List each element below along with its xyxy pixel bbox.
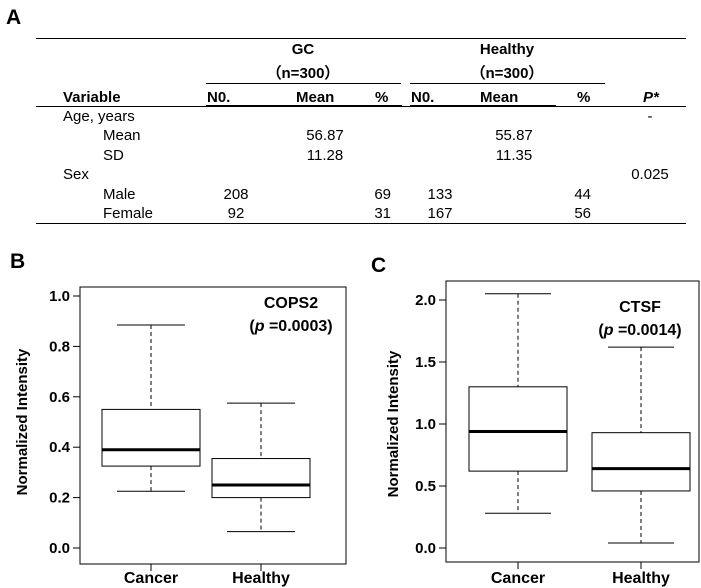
box-iqr: [211, 458, 311, 499]
table-cell-variable: SD: [103, 146, 124, 164]
box-iqr: [591, 432, 691, 492]
annotation-title: COPS2: [264, 295, 318, 312]
healthy-group-n: （n=300）: [470, 65, 544, 82]
x-tick-label: Healthy: [612, 570, 670, 587]
header-gc-pct: %: [375, 89, 389, 106]
table-cell-gc-mean: 11.28: [306, 146, 344, 164]
box-iqr: [101, 408, 201, 467]
header-p-value: P*: [643, 89, 659, 106]
table-cell-gc-no: 208: [223, 185, 249, 203]
header-gc-no: N0.: [207, 89, 231, 106]
y-tick-label: 0.2: [49, 490, 70, 507]
table-cell-p: -: [647, 108, 653, 125]
box-iqr: [468, 386, 568, 472]
y-axis-label: Normalized Intensity: [14, 348, 31, 495]
table-cell-h-no: 167: [427, 205, 453, 222]
annotation-p-value: (p =0.0014): [598, 322, 681, 339]
table-cell-gc-mean: 56.87: [306, 127, 344, 145]
table-cell-h-mean: 55.87: [495, 127, 533, 145]
table-bottom-rule: [36, 223, 686, 224]
panel-c-label: C: [371, 254, 387, 277]
table-top-rule: [36, 38, 686, 39]
chart-b: 0.0 0.2 0.4 0.6 0.8 1.0 Normalized Intensity Ca…: [14, 286, 347, 587]
header-subrule-gc: [206, 105, 402, 107]
panel-b-label: B: [10, 250, 26, 273]
header-h-mean: Mean: [480, 89, 519, 106]
y-tick-label: 0.8: [49, 338, 70, 355]
y-tick-label: 1.5: [415, 354, 436, 371]
y-tick-label: 0.5: [415, 478, 436, 495]
gc-group-rule: [206, 83, 401, 84]
healthy-group-rule: [410, 83, 605, 84]
table-cell-variable: Male: [103, 185, 136, 203]
y-tick-label: 0.4: [49, 439, 71, 456]
y-axis-label: Normalized Intensity: [385, 350, 402, 497]
healthy-group-name: Healthy: [479, 41, 535, 58]
plot-frame: [445, 280, 700, 563]
plot-frame: [79, 286, 347, 565]
chart-c: 0.0 0.5 1.0 1.5 2.0 Normalized Intensity Cance…: [385, 280, 700, 587]
annotation-p-value: (p =0.0003): [249, 318, 332, 335]
table-cell-variable: Sex: [63, 166, 89, 184]
header-h-no: N0.: [411, 89, 435, 106]
table-cell-gc-pct: 69: [374, 185, 391, 203]
y-tick-label: 2.0: [415, 292, 436, 309]
gc-group-name: GC: [291, 41, 315, 58]
x-tick-label: Cancer: [491, 570, 545, 587]
gc-group-n: （n=300）: [266, 65, 340, 82]
y-tick-label: 0.6: [49, 389, 70, 406]
table-cell-gc-no: 92: [227, 205, 245, 222]
panel-a-label: A: [6, 6, 22, 29]
annotation-title: CTSF: [619, 299, 661, 316]
table-cell-variable: Mean: [103, 127, 141, 145]
header-gc-mean: Mean: [296, 89, 335, 106]
table-cell-h-pct: 56: [574, 205, 591, 222]
y-tick-label: 0.0: [415, 540, 436, 557]
y-tick-label: 0.0: [49, 540, 70, 557]
table-cell-h-no: 133: [427, 185, 453, 203]
table-cell-h-mean: 11.35: [495, 146, 533, 164]
header-h-pct: %: [577, 89, 591, 106]
table-cell-p: 0.025: [631, 166, 669, 184]
table-cell-variable: Female: [103, 205, 154, 222]
table-cell-gc-pct: 31: [374, 205, 391, 222]
x-tick-label: Healthy: [232, 570, 290, 587]
table-cell-h-pct: 44: [574, 185, 591, 203]
y-tick-label: 1.0: [49, 288, 70, 305]
x-tick-label: Cancer: [124, 570, 178, 587]
y-tick-label: 1.0: [415, 416, 436, 433]
header-variable: Variable: [63, 89, 121, 106]
table-cell-variable: Age, years: [63, 108, 135, 125]
header-subrule-healthy: [410, 105, 556, 107]
